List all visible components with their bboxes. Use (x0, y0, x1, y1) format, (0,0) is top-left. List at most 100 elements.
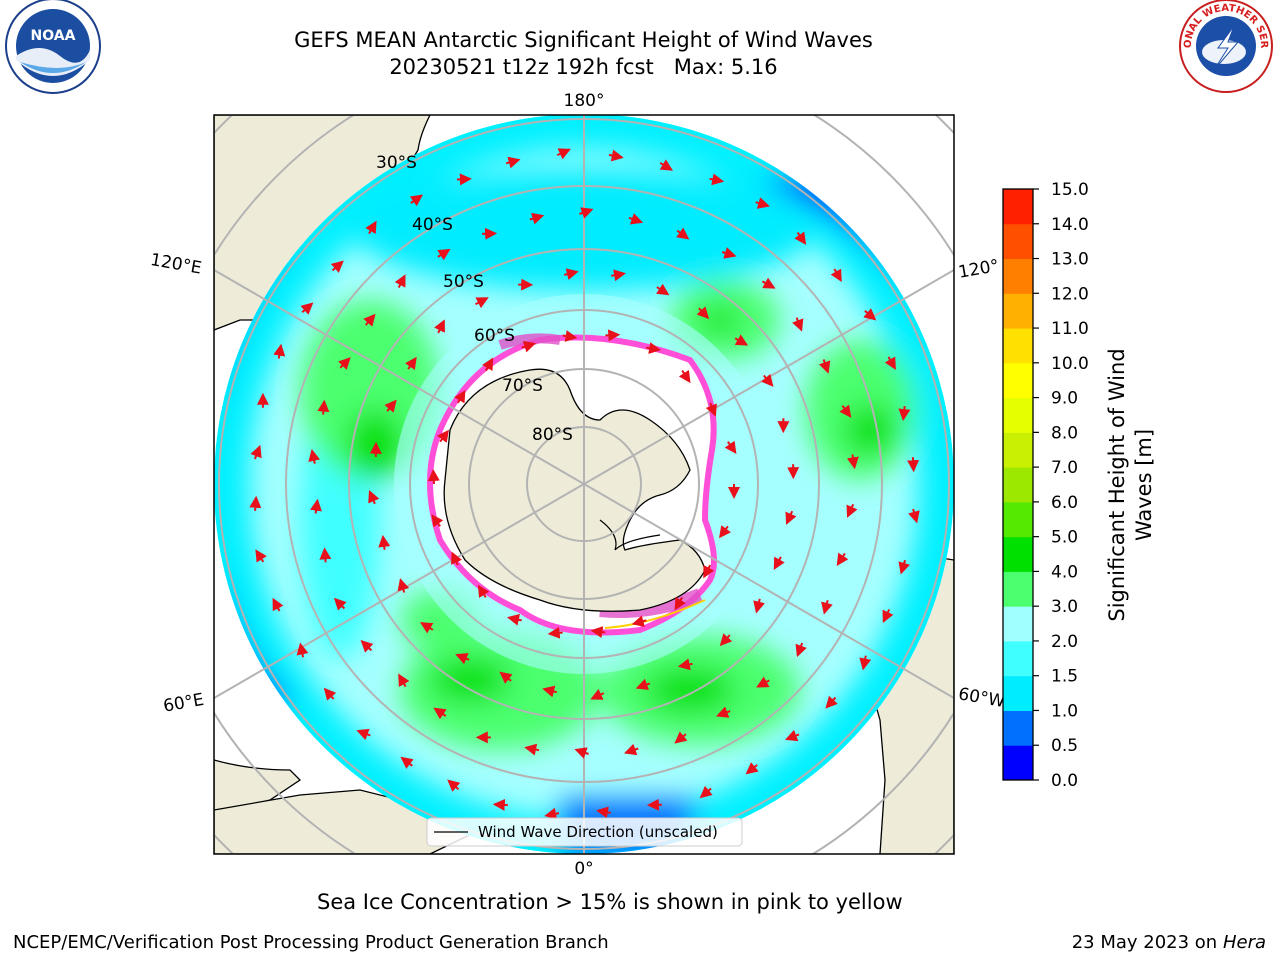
wave-direction-arrow (836, 552, 849, 566)
map-frame (213, 114, 955, 855)
lat-label-80s: 80°S (532, 425, 573, 445)
wave-direction-arrow (785, 729, 800, 742)
wave-direction-arrow (608, 149, 624, 162)
nws-logo: NATIONAL WEATHER SERVICE (0, 0, 1273, 93)
colorbar-tick-label: 3.0 (1051, 597, 1078, 617)
wave-direction-arrow (761, 373, 774, 387)
wave-direction-arrow (482, 227, 498, 240)
colorbar-segment (1003, 640, 1033, 677)
colorbar-label-line2: Waves [m] (1132, 429, 1156, 541)
wave-direction-arrow (427, 469, 440, 485)
wave-direction-arrow (699, 785, 713, 799)
wave-direction-arrow (635, 678, 651, 691)
wave-direction-arrow (434, 319, 445, 334)
wave-direction-arrow (846, 454, 859, 470)
wave-direction-arrow (703, 564, 715, 579)
wind-wave-arrows (249, 148, 920, 820)
colorbar-segment (1003, 432, 1033, 468)
wave-direction-arrow (795, 642, 807, 658)
wave-direction-arrow (499, 671, 513, 684)
wave-direction-arrow (624, 743, 639, 756)
wave-direction-arrow (907, 457, 920, 473)
wave-direction-arrow (785, 510, 797, 525)
wave-direction-arrow (753, 598, 765, 614)
wave-direction-arrow (818, 359, 831, 374)
wave-direction-arrow (659, 159, 674, 171)
wave-direction-arrow (839, 404, 852, 418)
wave-direction-arrow (529, 212, 545, 225)
map-area: Wind Wave Direction (unscaled) (214, 115, 954, 854)
wave-direction-arrow (631, 615, 647, 627)
wave-direction-arrow (756, 676, 770, 688)
lon-label-120e: 120°E (149, 250, 203, 279)
colorbar-tick-label: 7.0 (1051, 458, 1078, 478)
colorbar-segment (1003, 223, 1033, 260)
wave-direction-arrow (716, 706, 731, 718)
wave-direction-arrow (908, 508, 920, 524)
wave-direction-arrow (677, 658, 693, 671)
wave-direction-arrow (524, 743, 540, 756)
wave-direction-arrow (455, 653, 470, 665)
wave-direction-arrow (273, 343, 286, 359)
footer-machine: Hera (1222, 932, 1266, 953)
map-subtitle: 20230521 t12z 192h fcst Max: 5.16 (389, 55, 778, 79)
wave-direction-arrow (628, 213, 644, 225)
wave-direction-arrow (846, 503, 858, 518)
wave-direction-arrow (674, 731, 688, 744)
colorbar-tick-label: 0.5 (1051, 736, 1078, 756)
colorbar-tick-label: 0.0 (1051, 771, 1078, 791)
colorbar-label: Significant Height of Wind Waves [m] (1105, 348, 1156, 621)
wave-direction-arrow (400, 756, 414, 769)
wave-direction-arrow (384, 399, 397, 413)
wave-direction-arrow (437, 429, 449, 443)
colorbar-segment (1003, 189, 1033, 225)
colorbar-frame (1002, 188, 1034, 781)
sea-ice-note: Sea Ice Concentration > 15% is shown in … (317, 890, 903, 914)
wave-direction-arrow (882, 609, 894, 624)
lat-label-60s: 60°S (474, 326, 515, 346)
lon-label-60e: 60°E (162, 690, 206, 717)
wave-direction-arrow (761, 277, 776, 289)
wave-direction-arrow (419, 622, 434, 634)
colorbar-tick-label: 15.0 (1051, 180, 1089, 200)
colorbar-segment (1003, 710, 1033, 746)
wave-direction-arrow (437, 248, 451, 261)
wave-direction-arrow (310, 498, 322, 514)
wave-direction-arrow (317, 399, 330, 415)
wave-direction-arrow (646, 342, 662, 355)
wave-direction-arrow (574, 747, 589, 759)
colorbar-tick-label: 2.0 (1051, 632, 1078, 652)
lat-label-70s: 70°S (502, 376, 543, 396)
wave-direction-arrow (356, 728, 371, 741)
wave-direction-arrow (863, 308, 877, 321)
wave-direction-arrow (492, 798, 508, 811)
colorbar-segment (1003, 293, 1033, 329)
colorbar-tick-label: 8.0 (1051, 423, 1078, 443)
wave-direction-arrow (456, 173, 472, 186)
wave-direction-arrow (898, 405, 911, 421)
wave-direction-arrow (475, 297, 489, 309)
wave-direction-arrow (542, 685, 558, 698)
wave-direction-arrow (705, 402, 717, 417)
wave-direction-arrow (255, 549, 267, 563)
colorbar-segment (1003, 606, 1033, 642)
wave-direction-arrow (859, 655, 872, 671)
wave-direction-arrow (884, 356, 896, 370)
wave-direction-arrow (250, 444, 262, 460)
wave-direction-arrow (544, 807, 560, 820)
wave-direction-arrow (721, 247, 737, 259)
wave-direction-arrow (451, 551, 463, 566)
wave-direction-arrow (562, 330, 578, 342)
wave-direction-arrow (394, 274, 406, 289)
wave-direction-arrow (821, 599, 833, 615)
wave-direction-arrow (447, 779, 461, 792)
wave-direction-arrow (792, 317, 804, 332)
colorbar-segment (1003, 328, 1033, 364)
wave-direction-arrow (590, 688, 605, 700)
wave-direction-arrow (696, 306, 710, 320)
wave-direction-arrow (678, 369, 691, 384)
wave-direction-arrow (794, 231, 807, 245)
footer-date-text: 23 May 2023 on (1071, 932, 1218, 953)
wave-direction-arrow (563, 268, 579, 281)
